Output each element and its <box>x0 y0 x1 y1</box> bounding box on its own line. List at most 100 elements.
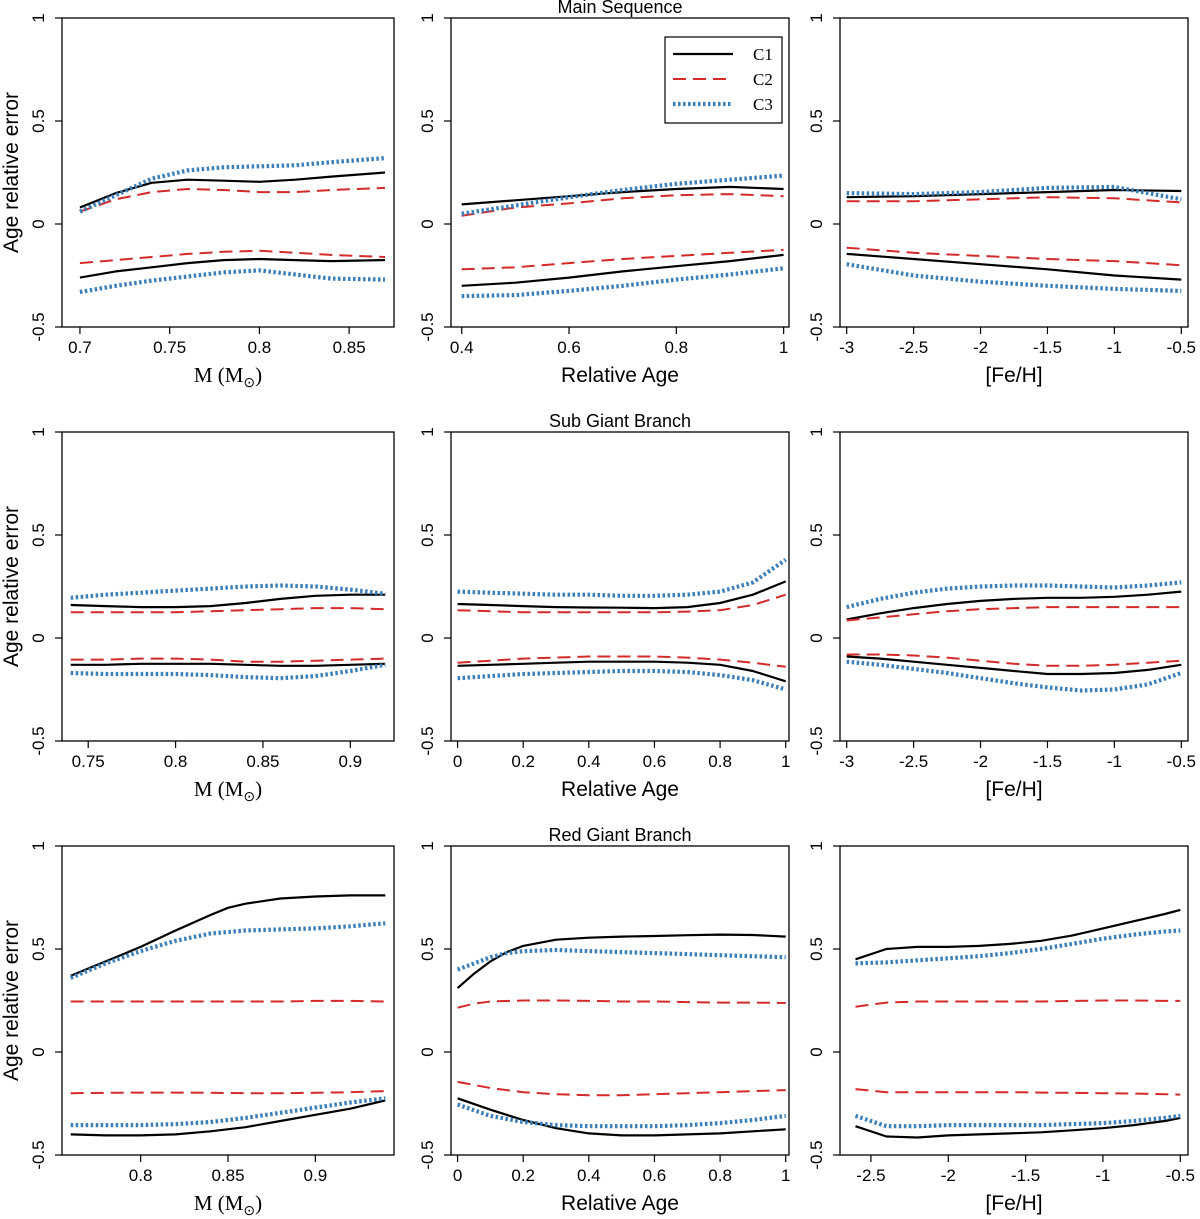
panel-title: Main Sequence <box>557 0 682 17</box>
y-tick-label: -0.5 <box>807 726 826 755</box>
series-line-c1-upper <box>846 188 1182 199</box>
y-tick-label: 1 <box>29 13 48 22</box>
series-line-c3-lower <box>70 1096 386 1128</box>
sun-symbol: ⊙ <box>243 376 255 391</box>
x-tick-label: -1 <box>1107 752 1122 771</box>
x-tick-label: -2 <box>973 752 988 771</box>
x-axis-label: M (M⊙) <box>194 777 262 805</box>
x-tick-label: -1 <box>1095 1166 1110 1185</box>
panel-2-0: 0.8 0.85 0.9 -0.5 0 0.5 1 Age relative error M (… <box>0 841 395 1219</box>
x-tick-label: 0.6 <box>557 338 581 357</box>
y-tick-label: -0.5 <box>29 726 48 755</box>
x-axis-label: M (M⊙) <box>194 1191 262 1219</box>
y-tick-label: -0.5 <box>418 1140 437 1169</box>
x-tick-label: 0.6 <box>643 1166 667 1185</box>
series-line-c3-lower <box>854 1113 1181 1129</box>
series-line-c1-lower <box>461 253 784 287</box>
y-tick-label: 0 <box>29 1047 48 1056</box>
legend-label-c2: C2 <box>753 70 773 89</box>
y-tick-label: 0.5 <box>807 523 826 547</box>
panel-2-2: -2.5 -2 -1.5 -1 -0.5 -0.5 0 0.5 1 [Fe/H] <box>807 841 1195 1215</box>
y-tick-label: 0 <box>807 633 826 642</box>
panel-2-1: 0 0.2 0.4 0.6 0.8 1 -0.5 0 0.5 1 Red Giant Branch R… <box>418 825 790 1215</box>
series-line-c1-lower <box>457 660 787 683</box>
x-tick-label: 1 <box>781 1166 790 1185</box>
legend: C1 C2 C3 <box>664 36 783 124</box>
x-tick-label: 0.85 <box>211 1166 244 1185</box>
series-line-c2-lower <box>70 1090 386 1095</box>
x-tick-label: 0.8 <box>708 1166 732 1185</box>
x-tick-label: 0.8 <box>248 338 272 357</box>
x-tick-label: -3 <box>839 752 854 771</box>
y-tick-label: 0.5 <box>418 937 437 961</box>
x-tick-label: -2 <box>973 338 988 357</box>
x-tick-label: 0.75 <box>72 752 105 771</box>
series-line-c3-lower <box>456 1102 786 1129</box>
axes-frame <box>839 431 1189 742</box>
axes-frame <box>450 17 790 328</box>
x-axis-label-mass: M (M <box>194 363 244 387</box>
x-tick-label: -1.5 <box>1033 752 1062 771</box>
legend-label-c3: C3 <box>753 95 773 114</box>
series-line-c2-lower <box>846 246 1182 267</box>
series-line-c2-upper <box>79 186 386 213</box>
x-tick-label: -2.5 <box>856 1166 885 1185</box>
series-line-c1-lower <box>70 662 386 667</box>
x-tick-label: 0.8 <box>708 752 732 771</box>
x-tick-label: 0.7 <box>68 338 92 357</box>
x-tick-label: 0.4 <box>577 752 601 771</box>
x-tick-label: 0.2 <box>511 1166 535 1185</box>
sun-symbol: ⊙ <box>243 790 255 805</box>
axes-frame <box>839 845 1189 1156</box>
x-tick-label: 0.6 <box>643 752 667 771</box>
y-axis-label: Age relative error <box>0 92 23 253</box>
x-axis-label-close: ) <box>255 1191 262 1215</box>
panel-1-0: 0.75 0.8 0.85 0.9 -0.5 0 0.5 1 Age relative erro… <box>0 427 395 805</box>
x-tick-label: 0.8 <box>164 752 188 771</box>
y-tick-label: 0.5 <box>418 109 437 133</box>
series-line-c3-upper <box>461 173 784 216</box>
y-tick-label: 0.5 <box>29 109 48 133</box>
series-line-c1-upper <box>70 593 386 609</box>
y-tick-label: 1 <box>807 841 826 850</box>
x-axis-label-close: ) <box>255 363 262 387</box>
x-axis-label: Relative Age <box>561 364 679 387</box>
series-line-c1-upper <box>855 908 1181 961</box>
x-axis-label: M (M⊙) <box>194 363 262 391</box>
x-axis-label: [Fe/H] <box>985 778 1042 801</box>
y-tick-label: 0 <box>807 219 826 228</box>
series-line-c1-upper <box>70 894 386 977</box>
x-tick-label: 0 <box>453 1166 462 1185</box>
x-tick-label: -2.5 <box>899 338 928 357</box>
axes-frame <box>839 17 1189 328</box>
x-tick-label: -0.5 <box>1167 752 1196 771</box>
y-tick-label: -0.5 <box>29 1140 48 1169</box>
x-tick-label: -2.5 <box>899 752 928 771</box>
x-tick-label: 0 <box>453 752 462 771</box>
y-tick-label: 1 <box>807 427 826 436</box>
series-line-c3-upper <box>846 184 1182 202</box>
series-line-c2-lower <box>79 249 386 265</box>
series-line-c2-upper <box>70 607 386 614</box>
series-line-c1-upper <box>846 590 1182 621</box>
x-tick-label: -2 <box>941 1166 956 1185</box>
series-line-c2-upper <box>457 999 786 1009</box>
series-line-c1-lower <box>79 257 386 279</box>
series-line-c1-lower <box>846 252 1182 281</box>
panel-0-0: 0.7 0.75 0.8 0.85 -0.5 0 0.5 1 Age relative erro… <box>0 13 395 391</box>
series-line-c3-upper <box>69 921 386 980</box>
series-line-c2-lower <box>457 1080 786 1097</box>
x-tick-label: 0.9 <box>304 1166 328 1185</box>
series-line-c2-upper <box>457 593 786 614</box>
axes-frame <box>450 431 790 742</box>
series-line-c3-upper <box>846 580 1182 610</box>
y-tick-label: -0.5 <box>418 726 437 755</box>
y-tick-label: -0.5 <box>807 312 826 341</box>
series-line-c1-upper <box>79 171 386 209</box>
series-line-c1-upper <box>457 580 787 610</box>
x-tick-label: 0.8 <box>665 338 689 357</box>
x-tick-label: 1 <box>781 752 790 771</box>
series-line-c3-upper <box>457 557 787 598</box>
x-axis-label-mass: M (M <box>194 777 244 801</box>
x-tick-label: -3 <box>839 338 854 357</box>
